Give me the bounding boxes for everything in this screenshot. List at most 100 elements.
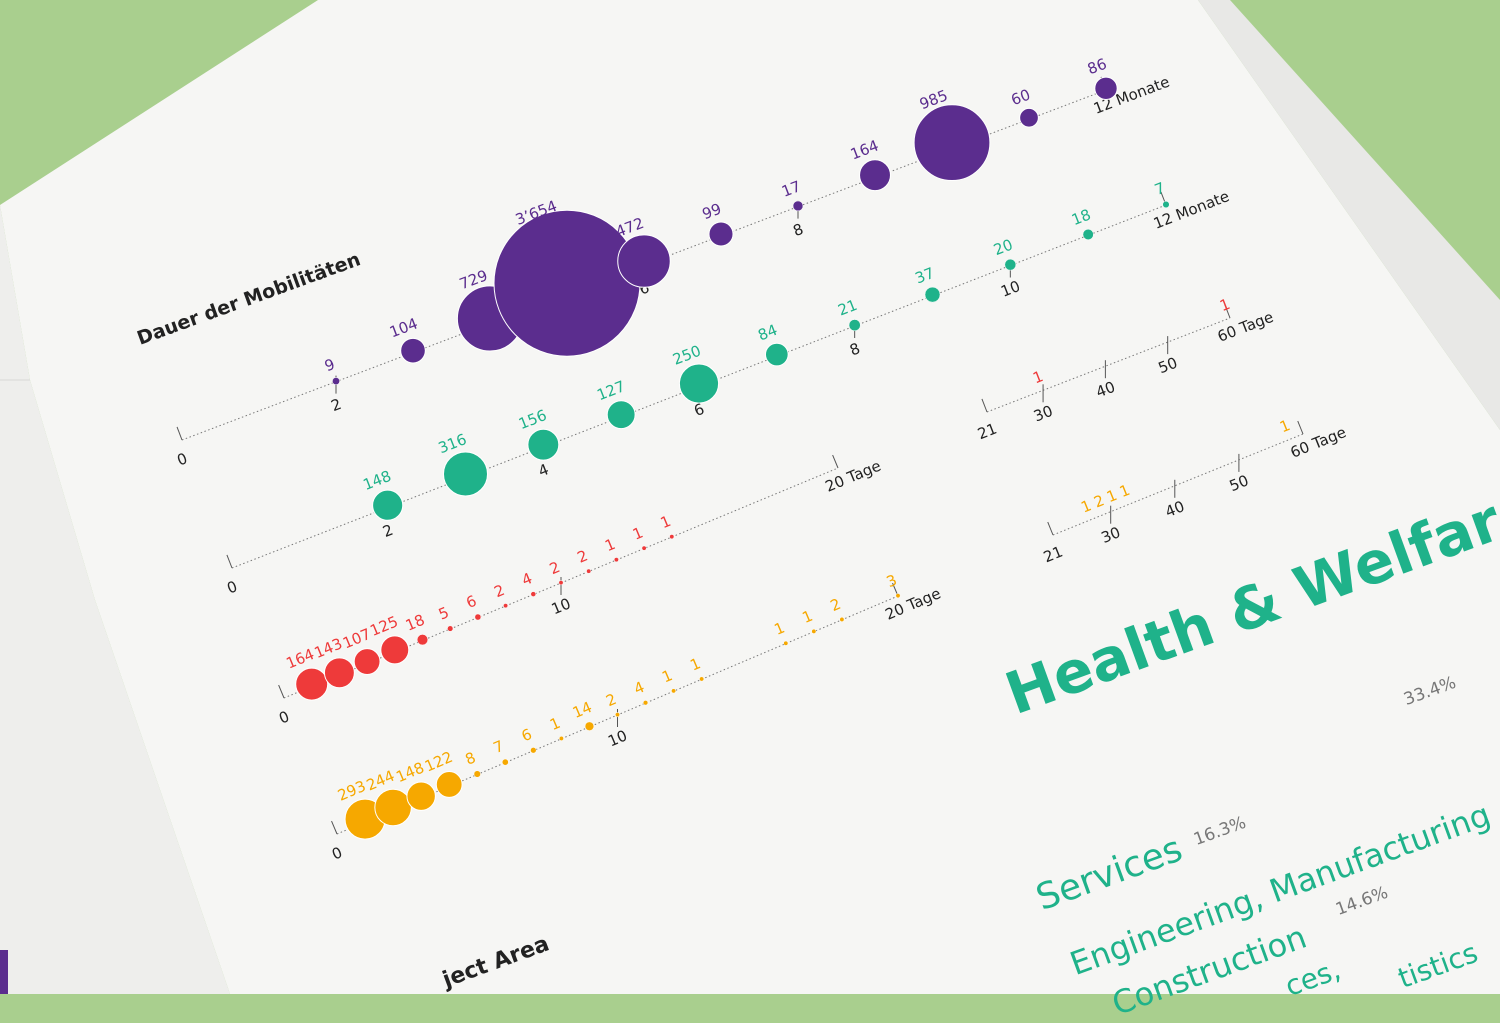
axis-start-label: 0	[329, 843, 345, 863]
data-bubble	[447, 625, 454, 632]
data-label: 3	[884, 571, 900, 591]
data-bubble	[372, 489, 404, 521]
data-label: 1	[687, 654, 703, 674]
data-bubble	[332, 377, 340, 385]
data-label: 99	[700, 200, 724, 224]
data-label: 1	[1030, 367, 1045, 387]
data-label: 1	[1117, 481, 1133, 501]
data-bubble	[669, 534, 675, 540]
data-bubble	[400, 337, 426, 364]
data-bubble	[1004, 258, 1017, 271]
axis-end-label: 20 Tage	[823, 457, 884, 496]
data-bubble	[913, 104, 991, 182]
data-label: 14	[570, 698, 595, 722]
data-label: 1	[602, 535, 618, 555]
data-label: 6	[519, 725, 535, 745]
data-bubble	[374, 788, 412, 827]
data-label: 2	[603, 690, 619, 710]
data-bubble	[642, 700, 649, 706]
data-bubble	[435, 771, 463, 798]
axis-start-tick	[981, 398, 988, 413]
left-page-mark	[0, 950, 8, 994]
data-label: 17	[779, 177, 803, 201]
axis-start-tick	[331, 820, 338, 835]
data-bubble	[584, 721, 595, 731]
duration-chart: Dauer der Mobilitäten 012 Monate24681091…	[134, 55, 1349, 864]
data-label: 1	[1217, 295, 1232, 315]
data-bubble	[641, 545, 647, 551]
data-label: 1	[630, 523, 646, 543]
data-bubble	[323, 657, 355, 689]
data-label: 1	[772, 619, 788, 639]
axis-start-label: 0	[276, 707, 292, 727]
tick-label: 2	[329, 395, 344, 415]
axis-end-label: 60 Tage	[1288, 423, 1349, 462]
axis-start-label: 0	[175, 449, 190, 469]
tick-label: 10	[605, 726, 630, 750]
data-bubble	[1082, 228, 1094, 240]
tick-label: 40	[1093, 378, 1117, 402]
data-label: 1	[658, 512, 674, 532]
data-label: 84	[755, 321, 779, 345]
data-bubble	[1019, 107, 1039, 128]
data-label: 2	[492, 581, 508, 601]
data-label: 1	[1104, 486, 1120, 506]
data-bubble	[353, 648, 381, 675]
data-bubble	[848, 319, 861, 332]
data-bubble	[558, 580, 564, 586]
data-bubble	[503, 603, 509, 609]
axis-start-label: 21	[1041, 542, 1065, 566]
data-bubble	[615, 712, 620, 718]
data-label: 60	[1009, 86, 1033, 110]
data-bubble	[839, 617, 845, 622]
data-label: 18	[403, 611, 428, 635]
data-bubble	[859, 159, 891, 192]
data-bubble	[783, 640, 789, 646]
axis-line	[1052, 433, 1304, 536]
data-bubble	[606, 400, 636, 430]
data-bubble	[699, 676, 705, 682]
data-label: 2	[575, 546, 591, 566]
data-bubble	[895, 593, 901, 599]
tick-label: 10	[549, 594, 574, 618]
data-label: 127	[594, 377, 627, 404]
data-bubble	[295, 667, 329, 701]
data-bubble	[764, 342, 789, 367]
data-label: 6	[463, 592, 479, 612]
data-bubble	[527, 428, 560, 461]
tick-label: 10	[998, 277, 1022, 301]
booklet-paper	[0, 0, 1500, 994]
axis-start-tick	[176, 426, 183, 441]
data-label: 86	[1085, 55, 1109, 79]
data-bubble	[792, 200, 804, 212]
axis-start-tick	[226, 554, 233, 569]
data-bubble	[443, 451, 488, 497]
data-label: 37	[913, 264, 937, 288]
data-label: 20	[991, 235, 1015, 259]
tick-label: 30	[1031, 402, 1055, 426]
data-label: 1	[800, 607, 816, 627]
axis-start-label: 0	[224, 577, 239, 597]
data-bubble	[530, 591, 537, 597]
data-label: 7	[1152, 179, 1167, 199]
chart-title: Dauer der Mobilitäten	[134, 248, 363, 349]
axis-start-label: 21	[975, 419, 999, 443]
data-bubble	[501, 758, 509, 766]
data-bubble	[811, 628, 817, 634]
data-bubble	[586, 568, 592, 574]
data-label: 2	[547, 558, 563, 578]
data-label: 2	[1091, 491, 1107, 511]
data-bubble	[406, 781, 436, 811]
right-page	[0, 0, 1500, 994]
data-label: 9	[322, 355, 337, 375]
tick-label: 4	[536, 460, 551, 480]
axis-end-tick	[832, 454, 839, 469]
data-bubble	[613, 557, 619, 563]
tick-label: 40	[1163, 497, 1187, 521]
data-bubble	[708, 221, 734, 247]
tick-label: 8	[791, 220, 806, 240]
data-label: 8	[463, 748, 479, 768]
data-label: 21	[835, 296, 859, 320]
left-page	[0, 205, 230, 994]
